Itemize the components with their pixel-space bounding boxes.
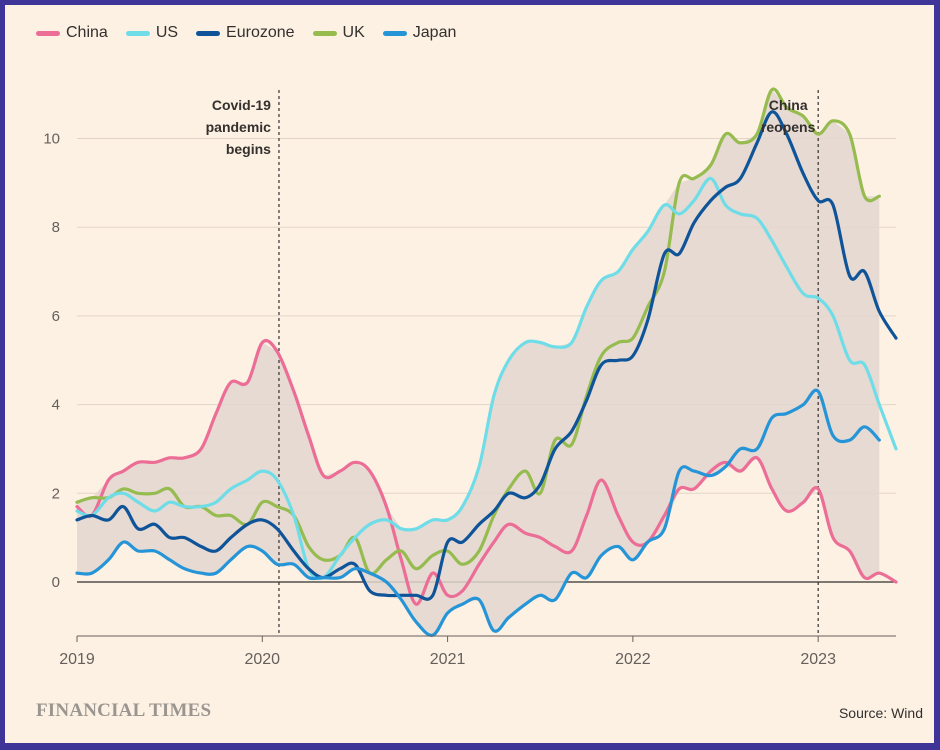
- series-line-japan: [75, 388, 881, 637]
- x-tick-label-2022: 2022: [615, 651, 651, 668]
- legend-swatch: [382, 30, 407, 36]
- legend-item-eurozone: Eurozone: [196, 24, 295, 42]
- axis-layer: 0 2 4 6 8 10 2019 2020 2021 2022 2023: [43, 131, 896, 668]
- legend-swatch: [36, 30, 60, 36]
- legend: China US Eurozone UK Japan: [36, 24, 474, 42]
- annotation-text-1-1: reopens: [761, 119, 816, 135]
- annotation-labels: Covid-19 pandemic begins China reopens: [206, 97, 816, 157]
- range-band: [77, 89, 880, 636]
- ft-logo: FINANCIAL TIMES: [36, 700, 212, 721]
- legend-swatch: [125, 30, 150, 36]
- y-tick-label-10: 10: [43, 131, 60, 148]
- legend-item-uk: UK: [312, 24, 365, 42]
- legend-label: Japan: [412, 24, 457, 41]
- legend-label: UK: [342, 24, 365, 41]
- legend-item-japan: Japan: [382, 24, 457, 42]
- annotation-text-1-0: China: [769, 97, 808, 113]
- series-layer: [75, 87, 898, 637]
- legend-label: US: [155, 24, 179, 41]
- y-tick-label-4: 4: [52, 397, 60, 414]
- series-line-china: [75, 338, 898, 606]
- legend-item-china: China: [36, 24, 108, 42]
- series-line-uk: [75, 87, 881, 576]
- y-tick-label-2: 2: [52, 485, 60, 502]
- legend-swatch: [196, 30, 221, 36]
- series-line-eurozone: [75, 110, 898, 601]
- y-tick-label-0: 0: [52, 574, 60, 591]
- legend-label: China: [66, 24, 108, 41]
- source-note: Source: Wind: [838, 705, 923, 721]
- annotation-text-0-0: Covid-19: [212, 97, 271, 113]
- x-tick-label-2019: 2019: [59, 651, 95, 668]
- x-tick-label-2020: 2020: [244, 651, 280, 668]
- annotation-lines: [278, 90, 819, 636]
- y-tick-label-8: 8: [52, 219, 60, 236]
- legend-swatch: [312, 30, 337, 36]
- annotation-text-0-2: begins: [226, 141, 271, 157]
- legend-label: Eurozone: [226, 24, 295, 41]
- legend-item-us: US: [125, 24, 179, 42]
- y-tick-label-6: 6: [52, 308, 60, 325]
- x-tick-label-2023: 2023: [800, 651, 836, 668]
- x-tick-label-2021: 2021: [430, 651, 466, 668]
- annotation-text-0-1: pandemic: [206, 119, 272, 135]
- series-line-us: [75, 176, 898, 581]
